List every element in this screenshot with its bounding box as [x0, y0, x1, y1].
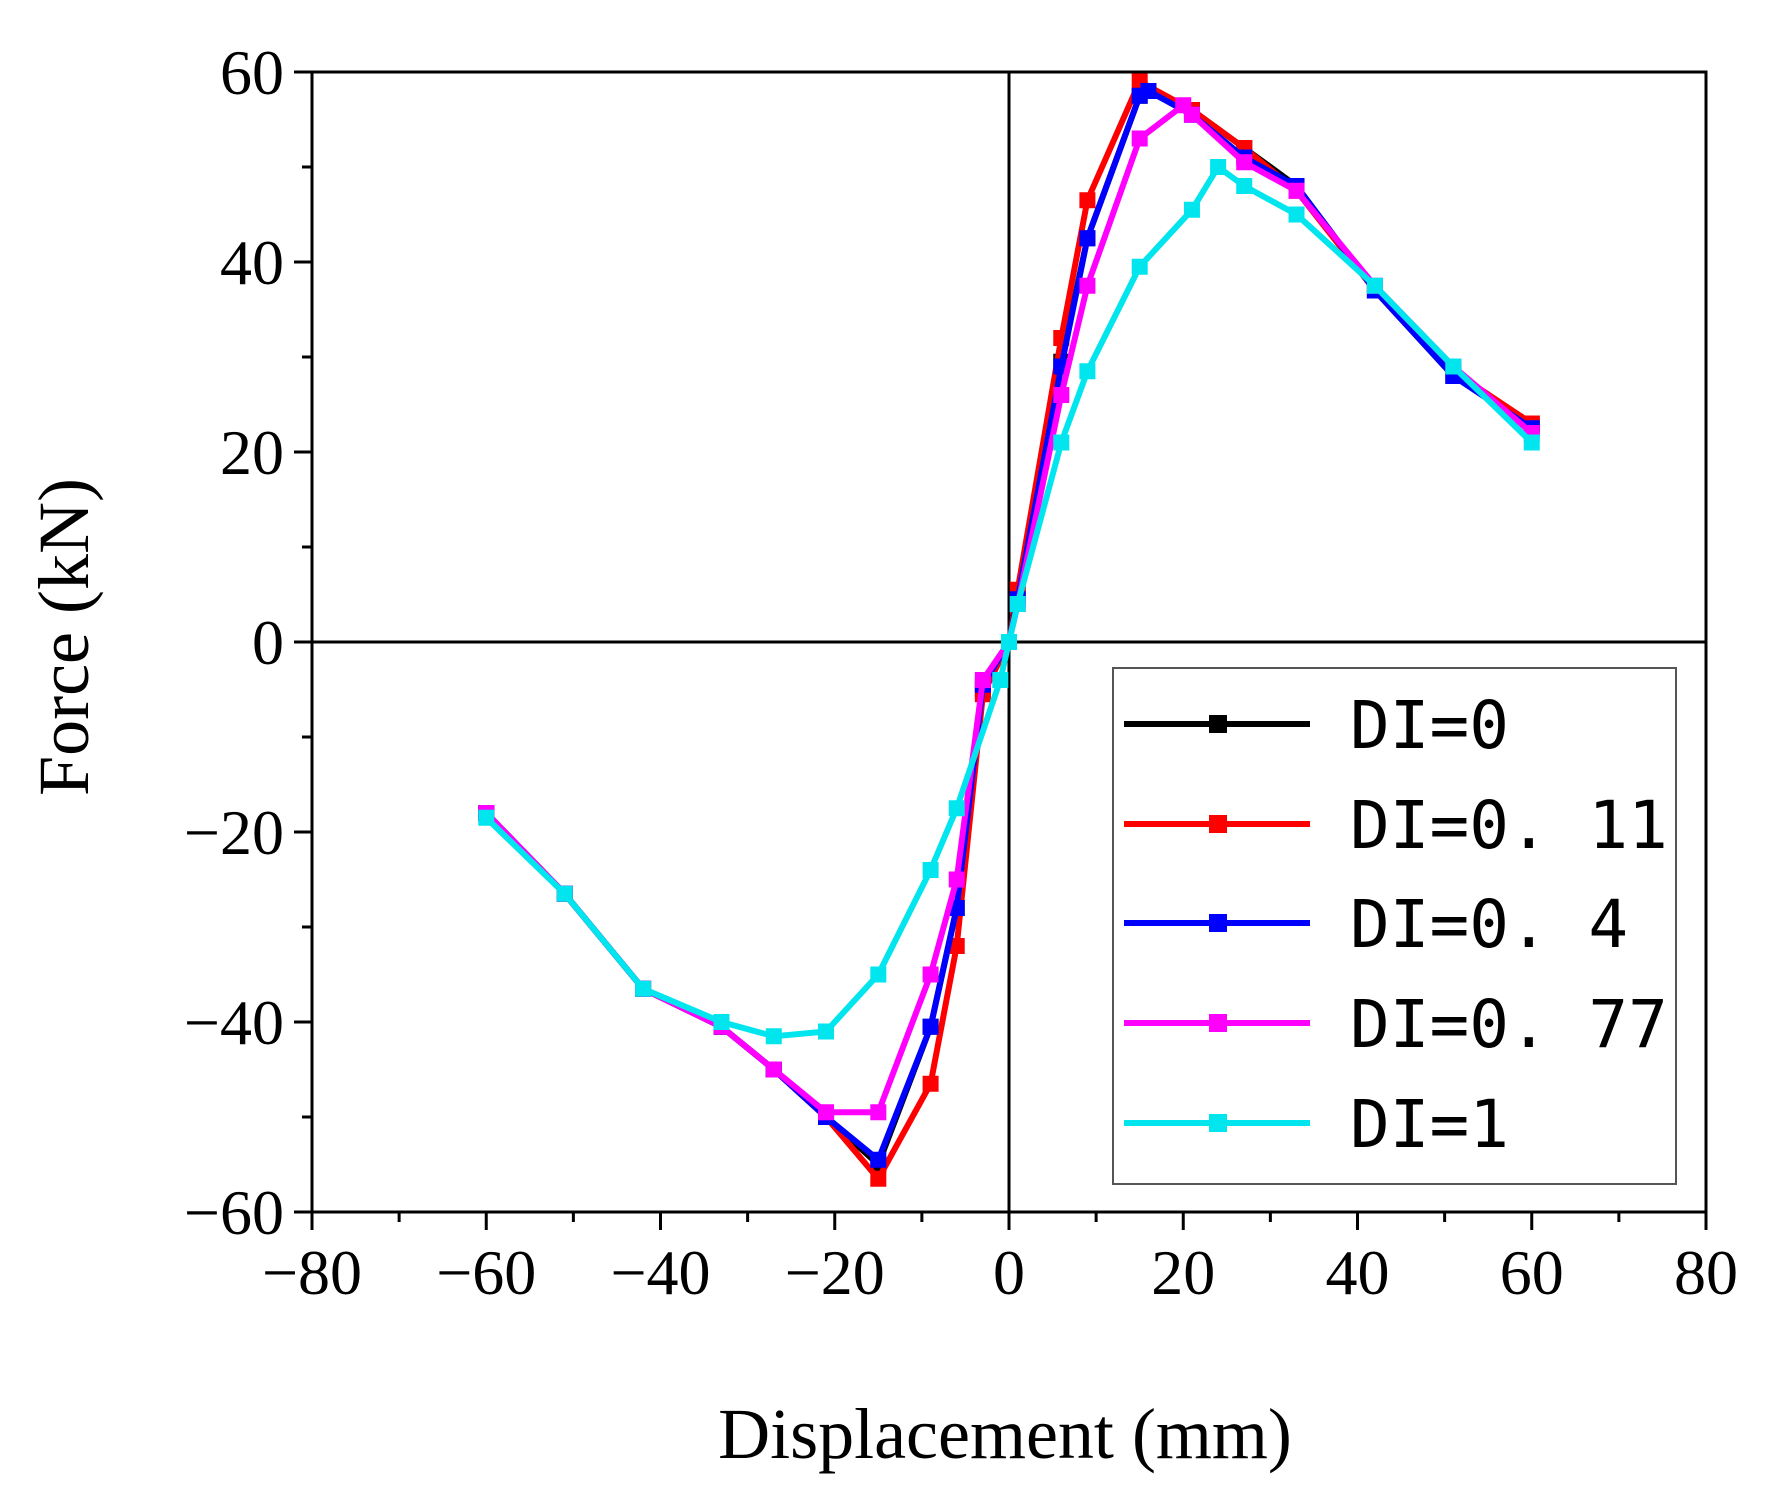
data-point	[948, 871, 965, 888]
data-point	[635, 980, 652, 997]
data-point	[1366, 277, 1383, 294]
data-point	[922, 862, 939, 878]
data-point	[1183, 201, 1200, 218]
legend-item-1: DI=0. 11	[1124, 787, 1668, 864]
data-point	[992, 672, 1009, 688]
data-point	[818, 1023, 835, 1040]
legend-marker	[1209, 1114, 1227, 1132]
data-point	[1236, 154, 1253, 171]
data-point	[870, 1104, 887, 1121]
data-point	[1140, 83, 1157, 99]
x-tick-label: 0	[993, 1237, 1025, 1308]
y-axis-title: Force (kN)	[24, 478, 104, 796]
data-point	[1210, 159, 1227, 175]
data-point	[556, 885, 573, 902]
data-point	[1131, 130, 1148, 147]
data-point	[1288, 206, 1305, 223]
legend-item-2: DI=0. 4	[1124, 886, 1628, 963]
data-point	[478, 809, 495, 826]
data-point	[765, 1028, 782, 1045]
legend-marker	[1209, 1014, 1227, 1032]
data-point	[1053, 387, 1070, 403]
legend-marker	[1209, 815, 1227, 833]
data-point	[974, 672, 991, 688]
series-4	[478, 159, 1540, 1045]
data-point	[1079, 277, 1096, 294]
legend: DI=0 DI=0. 11 DI=0. 4 DI=0. 77 DI=1	[1112, 667, 1677, 1185]
y-tick-label: 60	[220, 37, 284, 108]
series-line	[484, 164, 1534, 1040]
legend-label: DI=0. 77	[1350, 986, 1668, 1063]
data-point	[713, 1014, 730, 1030]
data-point	[765, 1061, 782, 1078]
x-tick-label: −60	[436, 1237, 536, 1308]
data-point	[1131, 258, 1148, 275]
data-point	[1053, 434, 1070, 451]
x-tick-label: −40	[610, 1237, 710, 1308]
data-point	[1079, 192, 1096, 209]
data-point	[1001, 634, 1017, 650]
data-point	[1079, 230, 1096, 247]
data-point	[870, 1170, 887, 1187]
y-tick-label: −20	[184, 797, 284, 868]
x-tick-label: 80	[1674, 1237, 1738, 1308]
x-tick-label: 60	[1500, 1237, 1564, 1308]
legend-item-4: DI=1	[1124, 1086, 1509, 1163]
legend-label: DI=0. 11	[1350, 787, 1668, 864]
legend-marker	[1209, 715, 1227, 733]
legend-item-0: DI=0	[1124, 687, 1509, 764]
y-tick-label: −60	[184, 1177, 284, 1248]
legend-label: DI=0	[1350, 687, 1509, 764]
y-tick-label: −40	[184, 987, 284, 1058]
x-tick-label: 20	[1151, 1237, 1215, 1308]
data-point	[922, 966, 939, 983]
x-tick-label: −80	[262, 1237, 362, 1308]
x-tick-label: −20	[785, 1237, 885, 1308]
series-layer	[478, 73, 1540, 1187]
legend-label: DI=0. 4	[1350, 886, 1628, 963]
data-point	[1523, 434, 1540, 451]
x-tick-label: 40	[1326, 1237, 1390, 1308]
data-point	[870, 1151, 887, 1168]
y-tick-label: 40	[220, 227, 284, 298]
data-point	[922, 1018, 939, 1035]
data-point	[1183, 106, 1200, 123]
data-point	[948, 800, 965, 817]
data-point	[922, 1075, 939, 1092]
data-point	[1236, 178, 1253, 194]
data-point	[818, 1104, 835, 1121]
x-axis-title: Displacement (mm)	[718, 1394, 1292, 1474]
y-tick-label: 0	[252, 607, 284, 678]
data-point	[1079, 363, 1096, 380]
data-point	[870, 966, 887, 983]
data-point	[1445, 358, 1462, 375]
y-tick-label: 20	[220, 417, 284, 488]
legend-marker	[1209, 914, 1227, 932]
data-point	[948, 938, 965, 954]
data-point	[1009, 596, 1026, 612]
legend-label: DI=1	[1350, 1086, 1509, 1163]
data-point	[1288, 182, 1305, 199]
legend-item-3: DI=0. 77	[1124, 986, 1668, 1063]
